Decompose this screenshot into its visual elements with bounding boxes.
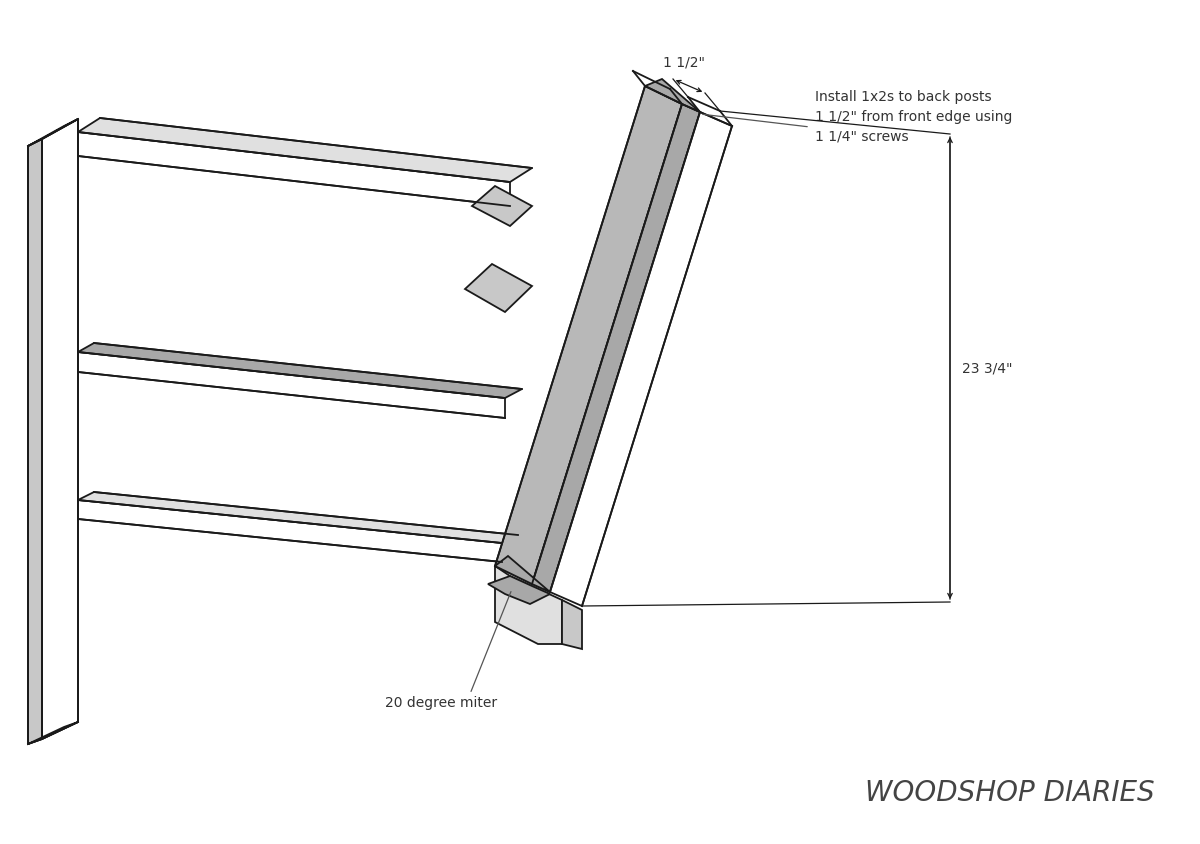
Polygon shape [496,556,550,592]
Polygon shape [466,265,532,312]
Text: WOODSHOP DIARIES: WOODSHOP DIARIES [865,778,1154,806]
Text: 23 3/4": 23 3/4" [962,361,1013,376]
Polygon shape [78,344,522,398]
Polygon shape [42,120,78,739]
Polygon shape [78,492,518,544]
Polygon shape [496,566,562,644]
Polygon shape [646,80,700,113]
Polygon shape [562,600,582,649]
Polygon shape [78,133,510,207]
Text: 20 degree miter: 20 degree miter [385,695,497,709]
Polygon shape [28,120,78,147]
Polygon shape [28,140,42,744]
Polygon shape [78,119,532,183]
Polygon shape [550,113,732,606]
Polygon shape [496,87,682,584]
Polygon shape [78,500,502,562]
Polygon shape [472,187,532,227]
Polygon shape [28,722,78,744]
Polygon shape [78,353,505,419]
Polygon shape [532,105,700,592]
Text: Install 1x2s to back posts
1 1/2" from front edge using
1 1/4" screws: Install 1x2s to back posts 1 1/2" from f… [815,90,1013,143]
Text: 1 1/2": 1 1/2" [664,55,706,69]
Polygon shape [488,576,550,604]
